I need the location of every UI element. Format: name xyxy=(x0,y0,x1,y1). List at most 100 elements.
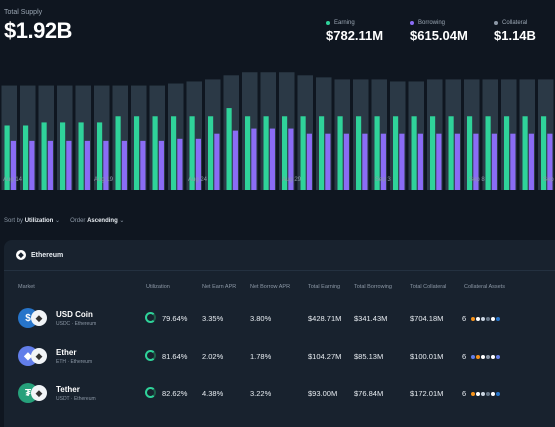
borrowing-bar[interactable] xyxy=(84,140,90,190)
earn-apr-value: 4.38% xyxy=(202,389,224,398)
total-supply-label: Total Supply xyxy=(4,9,43,16)
column-header[interactable]: Net Borrow APR xyxy=(250,284,291,290)
earning-bar[interactable] xyxy=(208,116,214,190)
borrowing-bar[interactable] xyxy=(269,128,275,190)
borrowing-bar[interactable] xyxy=(491,133,497,190)
borrowing-bar[interactable] xyxy=(10,140,16,190)
earning-bar[interactable] xyxy=(115,116,121,190)
earning-bar[interactable] xyxy=(485,116,491,190)
table-row[interactable]: ◆ ◆ Ether ETH · Ethereum 81.64% 2.02% 1.… xyxy=(4,338,555,374)
borrowing-bar[interactable] xyxy=(214,133,220,190)
earning-bar[interactable] xyxy=(337,116,343,190)
borrowing-bar[interactable] xyxy=(528,133,534,190)
borrowing-bar[interactable] xyxy=(140,140,146,190)
borrowing-bar[interactable] xyxy=(362,133,368,190)
table-row[interactable]: ₮ ◆ Tether USDT · Ethereum 82.62% 4.38% … xyxy=(4,375,555,411)
column-header[interactable]: Total Borrowing xyxy=(354,284,392,290)
earning-bar[interactable] xyxy=(448,116,454,190)
order-value: Ascending xyxy=(87,218,118,224)
network-header[interactable]: ◆ Ethereum xyxy=(16,250,63,260)
earning-bar[interactable] xyxy=(393,116,399,190)
earning-bar[interactable] xyxy=(23,125,29,190)
earning-bar[interactable] xyxy=(263,116,269,190)
borrowing-bar[interactable] xyxy=(510,133,516,190)
earning-bar[interactable] xyxy=(41,122,47,190)
earning-bar[interactable] xyxy=(374,116,380,190)
x-tick-label: Aug 29 xyxy=(282,177,302,183)
network-name: Ethereum xyxy=(31,251,64,259)
earning-bar[interactable] xyxy=(467,116,473,190)
borrowing-bar[interactable] xyxy=(177,138,183,190)
earning-bar[interactable] xyxy=(522,116,528,190)
column-header[interactable]: Collateral Assets xyxy=(464,284,505,290)
column-header[interactable]: Net Earn APR xyxy=(202,284,237,290)
supply-bar-chart[interactable] xyxy=(0,62,555,190)
column-header[interactable]: Total Collateral xyxy=(410,284,447,290)
market-subtitle: ETH · Ethereum xyxy=(56,359,93,365)
market-subtitle: USDC · Ethereum xyxy=(56,321,97,327)
earning-bar[interactable] xyxy=(300,116,306,190)
earning-dot-icon xyxy=(326,21,330,25)
borrowing-bar[interactable] xyxy=(29,140,35,190)
borrowing-bar[interactable] xyxy=(195,138,201,190)
borrowing-bar[interactable] xyxy=(473,133,479,190)
borrowing-bar[interactable] xyxy=(47,140,53,190)
earn-apr-value: 2.02% xyxy=(202,352,224,361)
borrowing-bar[interactable] xyxy=(232,130,238,190)
earning-bar[interactable] xyxy=(282,116,288,190)
earning-bar[interactable] xyxy=(78,122,84,190)
utilization-ring-icon xyxy=(145,350,156,361)
borrowing-bar[interactable] xyxy=(66,140,72,190)
earning-bar[interactable] xyxy=(319,116,325,190)
table-row[interactable]: $ ◆ USD Coin USDC · Ethereum 79.64% 3.35… xyxy=(4,300,555,336)
borrowing-bar[interactable] xyxy=(380,133,386,190)
column-header[interactable]: Utilization xyxy=(146,284,170,290)
column-header[interactable]: Market xyxy=(18,284,35,290)
borrowing-bar[interactable] xyxy=(454,133,460,190)
earning-bar[interactable] xyxy=(245,116,251,190)
borrowing-bar[interactable] xyxy=(251,128,257,190)
earning-bar[interactable] xyxy=(152,116,158,190)
borrowing-bar[interactable] xyxy=(436,133,442,190)
earning-bar[interactable] xyxy=(60,122,66,190)
x-tick-label: Sep 8 xyxy=(469,177,485,183)
borrowing-bar[interactable] xyxy=(547,133,553,190)
column-header[interactable]: Total Earning xyxy=(308,284,341,290)
borrowing-bar[interactable] xyxy=(158,140,164,190)
sort-dropdown[interactable]: Sort by Utilization ⌄ xyxy=(4,217,60,224)
earning-bar[interactable] xyxy=(411,116,417,190)
markets-panel: ◆ Ethereum Market Utilization Net Earn A… xyxy=(4,240,555,427)
earning-bar[interactable] xyxy=(226,108,232,190)
collateral-asset-icons xyxy=(470,354,501,360)
utilization-value: 82.62% xyxy=(162,389,188,398)
borrowing-bar[interactable] xyxy=(343,133,349,190)
order-dropdown[interactable]: Order Ascending ⌄ xyxy=(70,217,124,224)
total-borrowing-value: $76.84M xyxy=(354,389,384,398)
earning-bar[interactable] xyxy=(97,122,103,190)
earning-bar[interactable] xyxy=(504,116,510,190)
borrowing-bar[interactable] xyxy=(121,140,127,190)
market-icons: ◆ ◆ xyxy=(18,346,52,366)
borrowing-bar[interactable] xyxy=(306,133,312,190)
sort-label: Sort by xyxy=(4,218,24,224)
total-collateral-value: $100.01M xyxy=(410,352,444,361)
total-earning-value: $104.27M xyxy=(308,352,342,361)
x-tick-label: Aug 24 xyxy=(188,177,208,183)
earning-bar[interactable] xyxy=(171,116,177,190)
market-name: USD Coin xyxy=(56,310,93,319)
earning-bar[interactable] xyxy=(356,116,362,190)
earning-bar[interactable] xyxy=(134,116,140,190)
borrowing-bar[interactable] xyxy=(399,133,405,190)
earning-bar[interactable] xyxy=(541,116,547,190)
borrowing-bar[interactable] xyxy=(325,133,331,190)
borrowing-bar[interactable] xyxy=(103,140,109,190)
borrowing-bar[interactable] xyxy=(417,133,423,190)
utilization-value: 79.64% xyxy=(162,314,188,323)
stat-borrowing-value: $615.04M xyxy=(410,28,468,43)
earn-apr-value: 3.35% xyxy=(202,314,224,323)
earning-bar[interactable] xyxy=(4,125,10,190)
table-controls: Sort by Utilization ⌄ Order Ascending ⌄ xyxy=(4,217,124,224)
earning-bar[interactable] xyxy=(430,116,436,190)
earning-bar[interactable] xyxy=(189,116,195,190)
borrowing-bar[interactable] xyxy=(288,128,294,190)
